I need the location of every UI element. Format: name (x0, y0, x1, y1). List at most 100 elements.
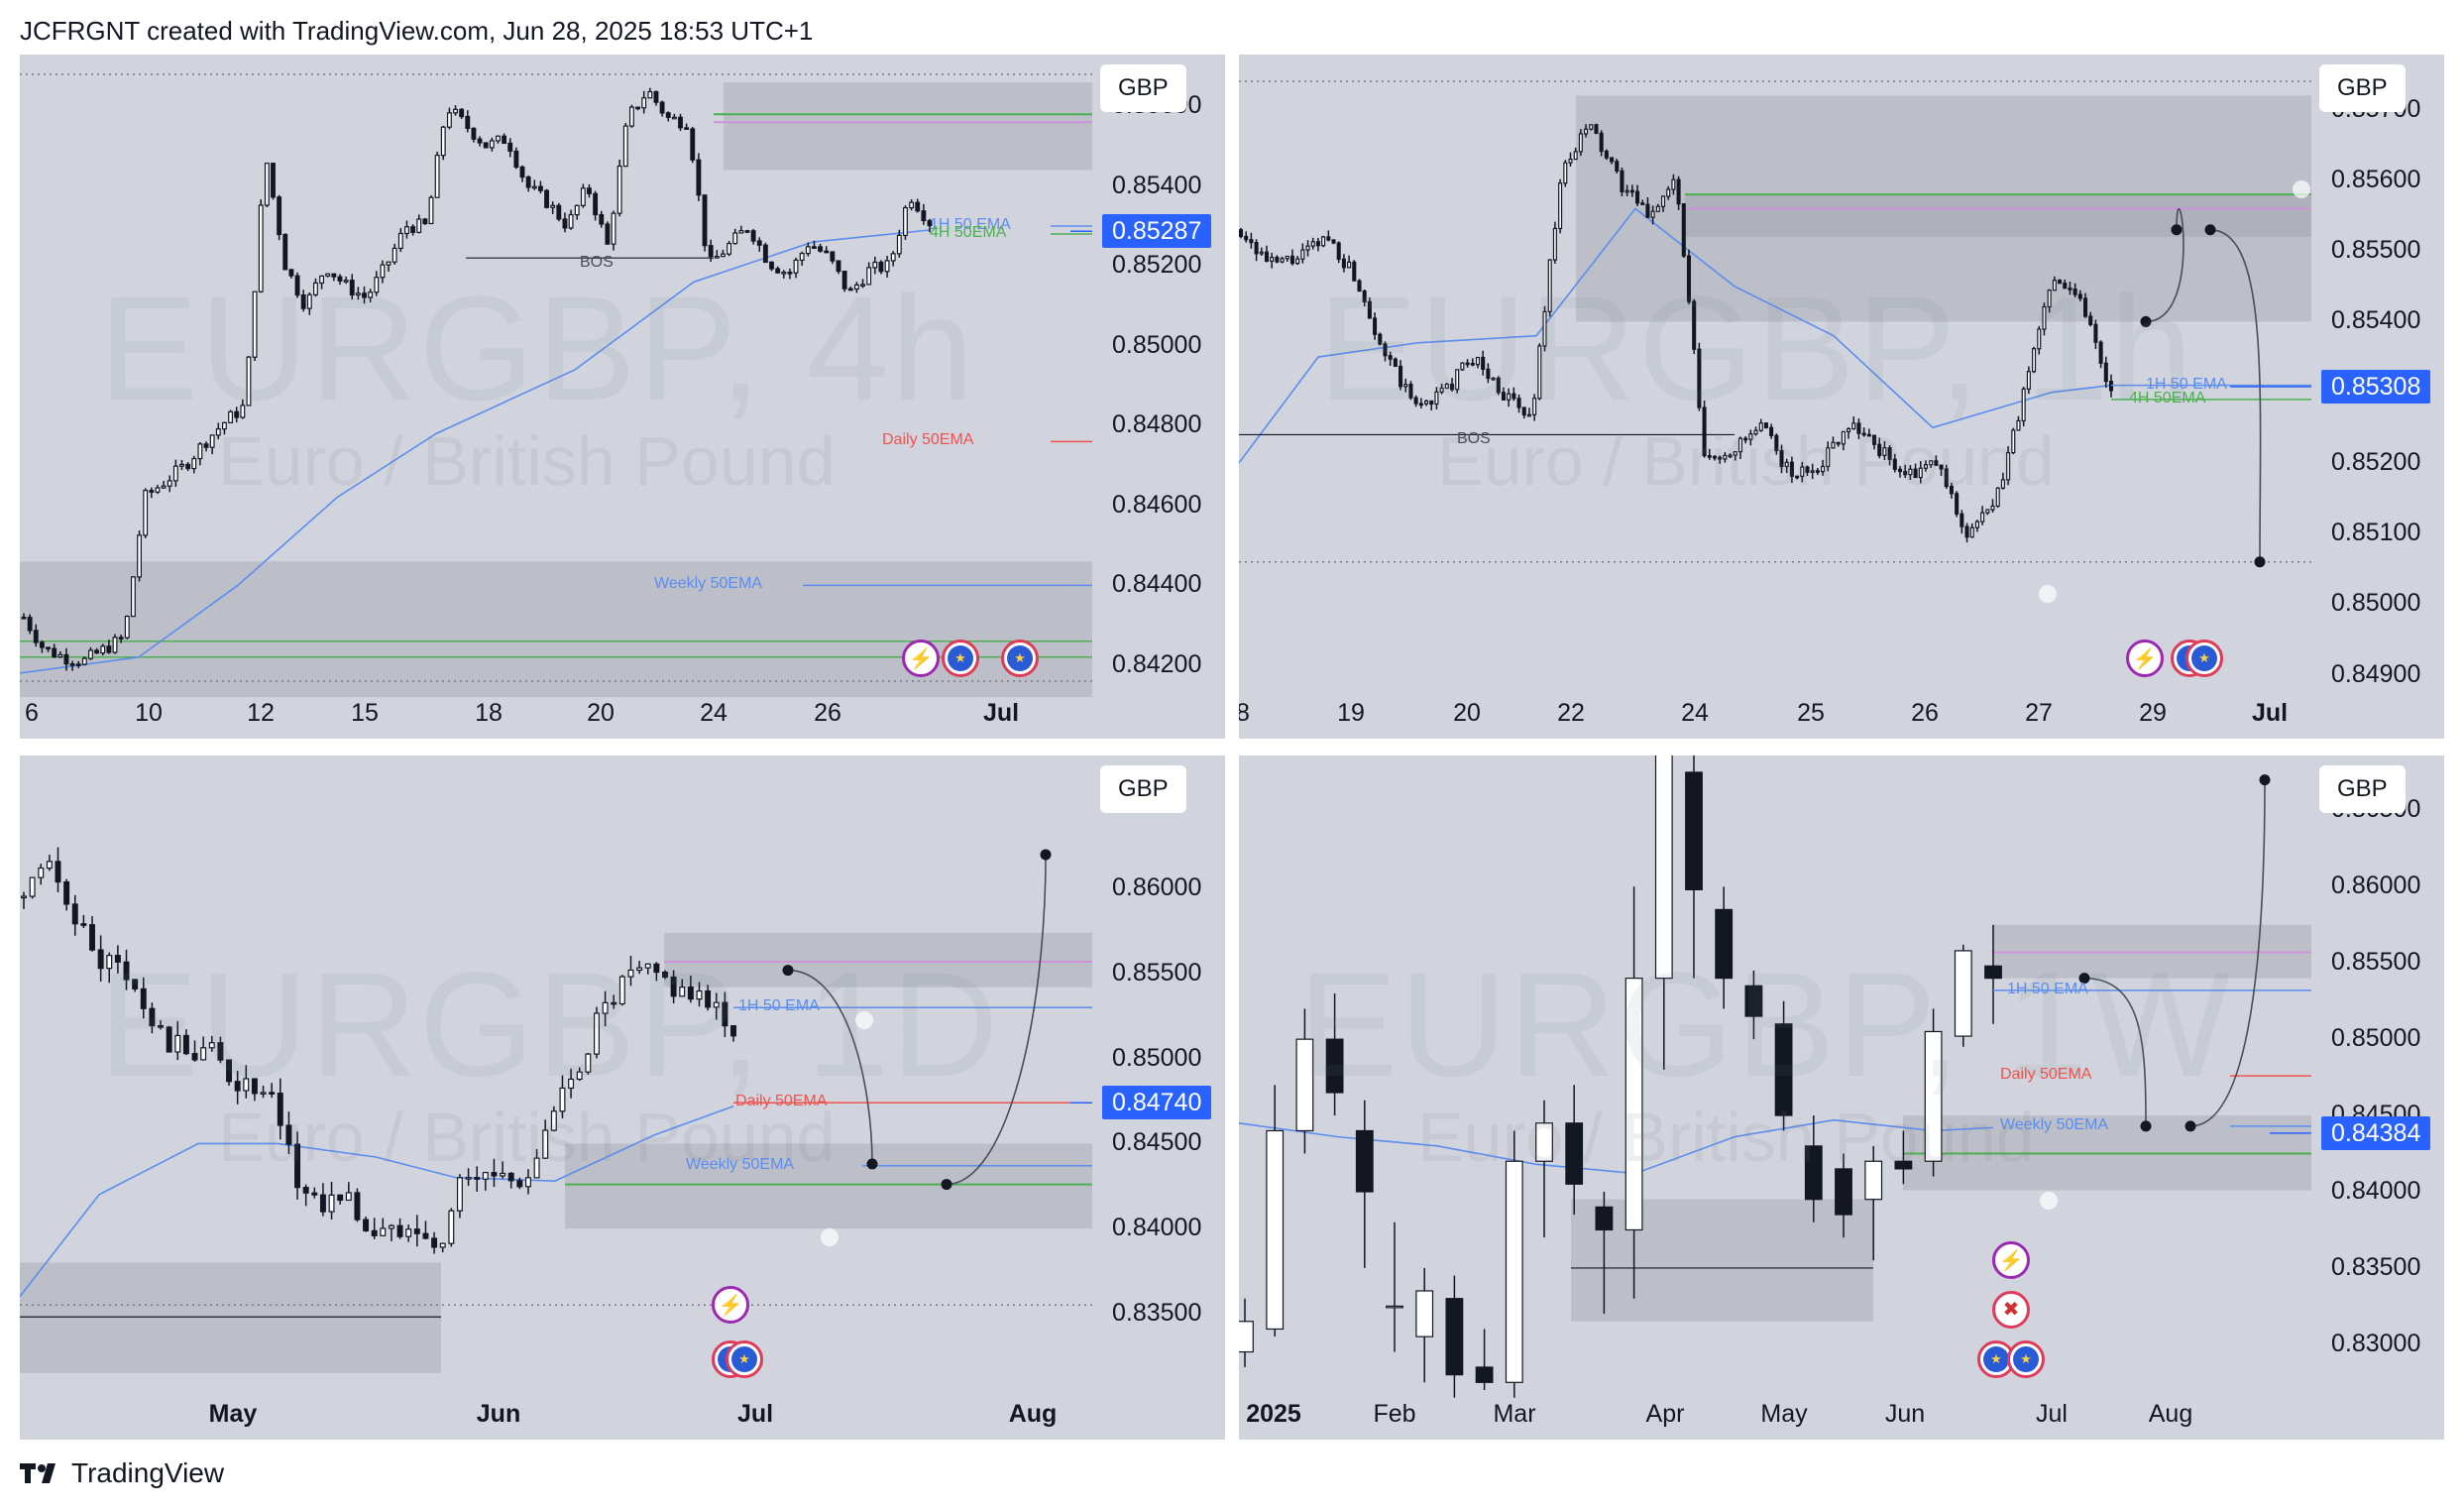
candle (240, 399, 246, 419)
candle (605, 221, 611, 245)
price-tick: 0.84500 (1112, 1128, 1202, 1157)
eu-flag-icon[interactable]: ★ (1001, 639, 1039, 677)
candle (574, 204, 580, 220)
candle (2068, 282, 2072, 295)
candle (670, 970, 677, 1003)
candle (448, 1208, 455, 1247)
tradingview-footer[interactable]: TradingView (20, 1457, 224, 1489)
candle (269, 1083, 276, 1099)
price-tick: 0.84800 (1112, 410, 1202, 439)
candle (1836, 441, 1841, 447)
currency-badge[interactable]: GBP (1100, 64, 1186, 112)
candle (847, 286, 853, 291)
candle (1800, 461, 1805, 483)
candle (1325, 993, 1344, 1116)
eu-flag-icon[interactable]: ★ (2185, 639, 2223, 677)
candle (878, 260, 884, 275)
candle (1415, 1267, 1434, 1383)
chart-canvas[interactable] (1239, 55, 2444, 739)
candle (1573, 147, 1578, 161)
candle (161, 480, 167, 490)
candle (1923, 460, 1928, 472)
candle (927, 218, 933, 233)
watermark-symbol: EURGBP, 1h (1318, 265, 2195, 431)
chart-canvas[interactable] (1239, 756, 2444, 1440)
candle (465, 110, 471, 133)
currency-badge[interactable]: GBP (2319, 765, 2406, 813)
candle (337, 1194, 344, 1205)
price-tick: 0.85000 (2331, 1024, 2421, 1053)
currency-badge[interactable]: GBP (1100, 765, 1186, 813)
candle (106, 639, 112, 654)
eu-flag-icon[interactable]: ★ (2007, 1340, 2045, 1378)
eu-flag-icon[interactable]: ★ (726, 1340, 763, 1378)
chart-panel-1w[interactable]: EURGBP, 1W Euro / British Pound 1H 50 EMA D… (1239, 756, 2444, 1440)
candle (294, 1131, 301, 1200)
candle (191, 455, 197, 474)
candle (440, 125, 446, 161)
time-tick: Jul (2036, 1400, 2068, 1428)
candle (1315, 238, 1320, 252)
candle (1496, 376, 1501, 396)
price-tick: 0.85100 (2331, 519, 2421, 547)
candle (1310, 237, 1315, 250)
bos-label: BOS (580, 254, 614, 272)
candle (550, 201, 556, 215)
candle (1355, 1100, 1374, 1268)
candle (1944, 464, 1949, 490)
candle (644, 963, 651, 975)
candle (166, 1025, 172, 1053)
price-tick: 0.84600 (1112, 490, 1202, 519)
watermark-symbol: EURGBP, 1W (1298, 941, 2233, 1107)
candle (1475, 356, 1481, 369)
projection-point (2140, 315, 2152, 327)
candle (1654, 756, 1673, 1070)
candle (325, 273, 331, 278)
candle (653, 90, 659, 106)
candle (1748, 429, 1753, 446)
candle (793, 257, 799, 279)
candle (1275, 255, 1280, 264)
candle (705, 985, 712, 1011)
candle (1347, 255, 1352, 269)
chart-panel-1h[interactable]: EURGBP, 1h Euro / British Pound 1H 50 EMA 4… (1239, 55, 2444, 739)
candle (812, 240, 817, 249)
chart-canvas[interactable] (20, 55, 1225, 739)
candle (516, 1177, 523, 1190)
candle (1439, 383, 1444, 395)
candle (1686, 249, 1692, 305)
time-tick: 19 (1337, 699, 1365, 727)
candle (659, 100, 665, 117)
price-tick: 0.85600 (2331, 165, 2421, 193)
candle (513, 147, 519, 170)
candle (1521, 407, 1526, 419)
candle (39, 639, 45, 653)
clock-icon (2293, 180, 2310, 198)
candle (474, 1166, 481, 1192)
candle (221, 421, 227, 435)
candle (635, 106, 640, 111)
chart-canvas[interactable] (20, 756, 1225, 1440)
candle (246, 356, 252, 407)
candle (1949, 482, 1954, 499)
lightning-event-icon[interactable]: ⚡ (712, 1286, 749, 1324)
watermark-description: Euro / British Pound (1417, 1099, 2035, 1176)
chart-panel-4h[interactable]: EURGBP, 4h Euro / British Pound 1H 50 EMA 4… (20, 55, 1225, 739)
eu-flag-icon[interactable]: ★ (942, 639, 979, 677)
lightning-event-icon[interactable]: ⚡ (1992, 1241, 2030, 1279)
chart-panel-1d[interactable]: EURGBP, 1D Euro / British Pound 1H 50 EMA D… (20, 756, 1225, 1440)
candle (282, 233, 288, 271)
candle (1831, 436, 1836, 449)
currency-badge[interactable]: GBP (2319, 64, 2406, 112)
candle (428, 194, 434, 225)
candle (374, 271, 380, 296)
chart-attribution: JCFRGNT created with TradingView.com, Ju… (20, 16, 814, 46)
candle (1615, 159, 1620, 174)
candle (1774, 1000, 1793, 1131)
uk-flag-icon[interactable]: ✖ (1992, 1291, 2030, 1329)
lightning-event-icon[interactable]: ⚡ (2126, 639, 2164, 677)
candle (744, 229, 750, 234)
candle (1413, 395, 1418, 407)
lightning-event-icon[interactable]: ⚡ (902, 639, 940, 677)
candle (392, 243, 397, 266)
